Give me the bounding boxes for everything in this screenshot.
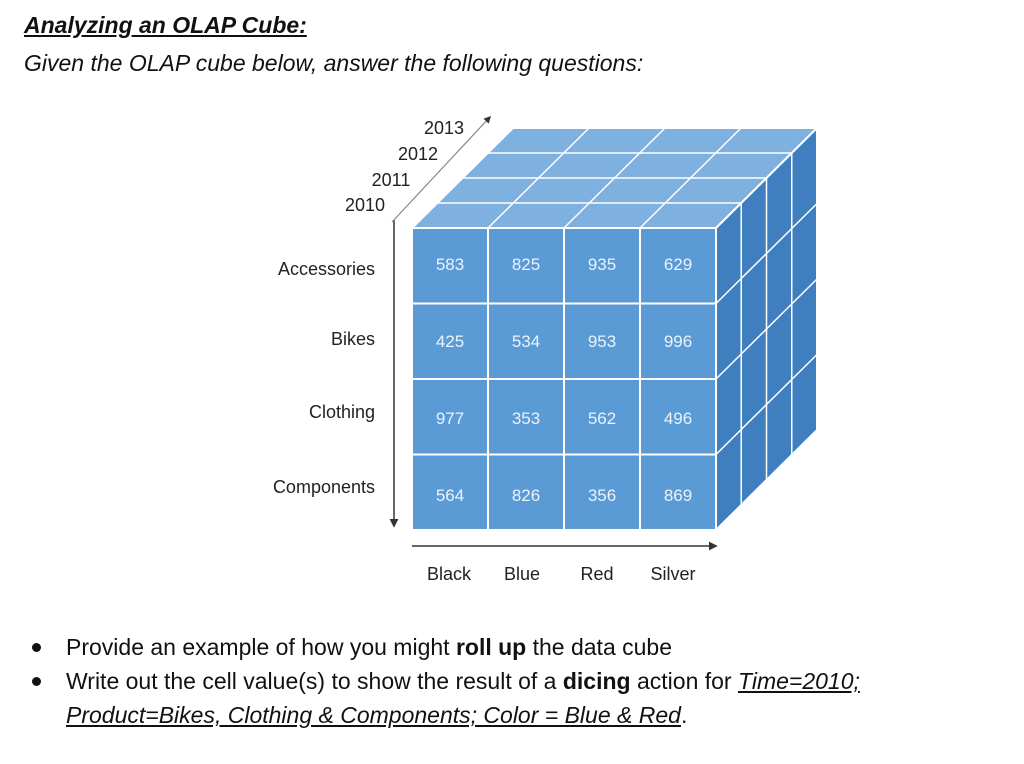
question-roll-up: Provide an example of how you might roll… [30, 630, 1020, 664]
color-label: Blue [504, 564, 540, 584]
cell-value: 869 [664, 486, 692, 505]
side-grid-line [715, 202, 818, 305]
cell-value: 826 [512, 486, 540, 505]
cell-value: 996 [664, 332, 692, 351]
product-label: Clothing [309, 402, 375, 422]
question-dicing: Write out the cell value(s) to show the … [30, 664, 1020, 732]
dicing-time-criteria: Time=2010; [737, 668, 860, 694]
year-label: 2010 [345, 195, 385, 215]
cube-cell [639, 227, 717, 305]
roll-up-term: roll up [455, 634, 527, 660]
year-label: 2013 [424, 118, 464, 138]
cube-cell [487, 227, 565, 305]
cube-cell [639, 302, 717, 380]
cube-cell [487, 453, 565, 531]
dicing-product-color-criteria: Product=Bikes, Clothing & Components; Co… [66, 702, 681, 728]
page-heading: Analyzing an OLAP Cube: [24, 12, 307, 38]
cell-value: 977 [436, 409, 464, 428]
cell-value: 356 [588, 486, 616, 505]
cell-value: 353 [512, 409, 540, 428]
color-label: Black [427, 564, 472, 584]
cell-value: 583 [436, 255, 464, 274]
question-list: Provide an example of how you might roll… [30, 630, 1020, 732]
cell-value: 825 [512, 255, 540, 274]
cube-cell [487, 378, 565, 456]
cell-value: 629 [664, 255, 692, 274]
cell-value: 534 [512, 332, 540, 351]
year-label: 2012 [398, 144, 438, 164]
cube-cell [411, 453, 489, 531]
cube-axes [389, 115, 718, 551]
product-label: Bikes [331, 329, 375, 349]
color-label: Silver [650, 564, 695, 584]
side-grid-line [715, 353, 818, 456]
color-label: Red [580, 564, 613, 584]
cube-cell [487, 302, 565, 380]
cell-value: 425 [436, 332, 464, 351]
cube-faces [409, 125, 820, 533]
cube-cell [411, 378, 489, 456]
olap-cube-diagram: 583 825 935 629 425 534 953 996 977 353 562 496 564 8… [272, 115, 820, 584]
product-label: Components [273, 477, 375, 497]
product-label: Accessories [278, 259, 375, 279]
cell-value: 496 [664, 409, 692, 428]
cell-value: 564 [436, 486, 464, 505]
cube-cell [639, 378, 717, 456]
cell-value: 935 [588, 255, 616, 274]
cube-cell [639, 453, 717, 531]
cell-value: 953 [588, 332, 616, 351]
cube-cell [411, 227, 489, 305]
dicing-term: dicing [562, 668, 631, 694]
cube-cell [563, 227, 641, 305]
cell-value: 562 [588, 409, 616, 428]
time-axis [391, 115, 491, 223]
instructions-text: Given the OLAP cube below, answer the fo… [24, 50, 644, 76]
year-label: 2011 [372, 170, 411, 190]
side-grid-line [715, 278, 818, 380]
cube-labels: 583 825 935 629 425 534 953 996 977 353 562 496 564 8… [273, 118, 696, 584]
